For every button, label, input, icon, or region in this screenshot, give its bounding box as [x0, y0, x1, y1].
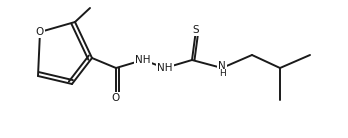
Text: NH: NH — [157, 63, 173, 73]
Text: H: H — [220, 68, 227, 78]
Text: S: S — [193, 25, 199, 35]
Text: O: O — [36, 27, 44, 37]
Text: N: N — [218, 63, 226, 73]
Text: N: N — [218, 61, 226, 71]
Text: NH: NH — [135, 55, 151, 65]
Text: O: O — [112, 93, 120, 103]
Text: NH: NH — [157, 63, 173, 73]
Text: NH: NH — [135, 55, 151, 65]
